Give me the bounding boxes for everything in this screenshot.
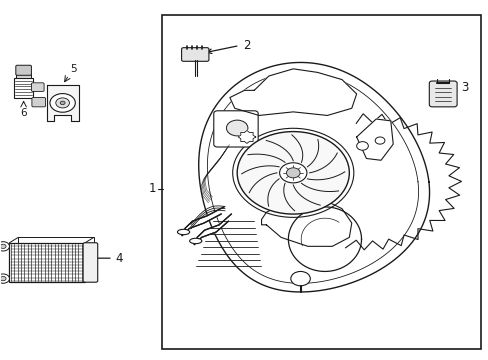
- Circle shape: [0, 276, 6, 281]
- Polygon shape: [356, 119, 392, 160]
- Circle shape: [0, 274, 9, 283]
- Circle shape: [0, 242, 9, 251]
- Polygon shape: [182, 207, 224, 235]
- Bar: [9, 243, 85, 282]
- Circle shape: [60, 101, 65, 105]
- Polygon shape: [194, 214, 231, 244]
- Ellipse shape: [189, 238, 202, 244]
- Circle shape: [226, 120, 247, 136]
- Polygon shape: [261, 200, 351, 246]
- FancyBboxPatch shape: [213, 111, 258, 147]
- Text: 1: 1: [148, 183, 156, 195]
- FancyBboxPatch shape: [16, 65, 31, 75]
- FancyBboxPatch shape: [31, 83, 44, 91]
- Circle shape: [56, 98, 69, 108]
- Circle shape: [279, 163, 306, 183]
- Text: 6: 6: [20, 108, 27, 118]
- Text: 2: 2: [243, 39, 250, 52]
- Circle shape: [356, 141, 367, 150]
- Text: 5: 5: [70, 64, 77, 74]
- Bar: [16, 74, 31, 78]
- FancyBboxPatch shape: [83, 243, 98, 282]
- FancyBboxPatch shape: [428, 81, 456, 107]
- Polygon shape: [288, 207, 361, 271]
- FancyBboxPatch shape: [32, 98, 45, 107]
- Circle shape: [0, 244, 6, 248]
- Ellipse shape: [177, 229, 189, 235]
- Text: 4: 4: [116, 252, 123, 265]
- Polygon shape: [238, 131, 255, 143]
- Circle shape: [237, 132, 348, 214]
- Bar: [18, 237, 94, 277]
- Circle shape: [290, 271, 310, 286]
- Polygon shape: [47, 85, 79, 121]
- Text: 3: 3: [461, 81, 468, 94]
- Circle shape: [50, 94, 75, 112]
- Polygon shape: [207, 72, 418, 283]
- FancyBboxPatch shape: [181, 48, 208, 61]
- Polygon shape: [198, 62, 428, 292]
- Bar: [14, 78, 33, 98]
- Circle shape: [232, 128, 353, 217]
- Bar: [161, 15, 480, 348]
- Circle shape: [374, 137, 384, 144]
- Polygon shape: [229, 69, 356, 116]
- Circle shape: [286, 168, 300, 178]
